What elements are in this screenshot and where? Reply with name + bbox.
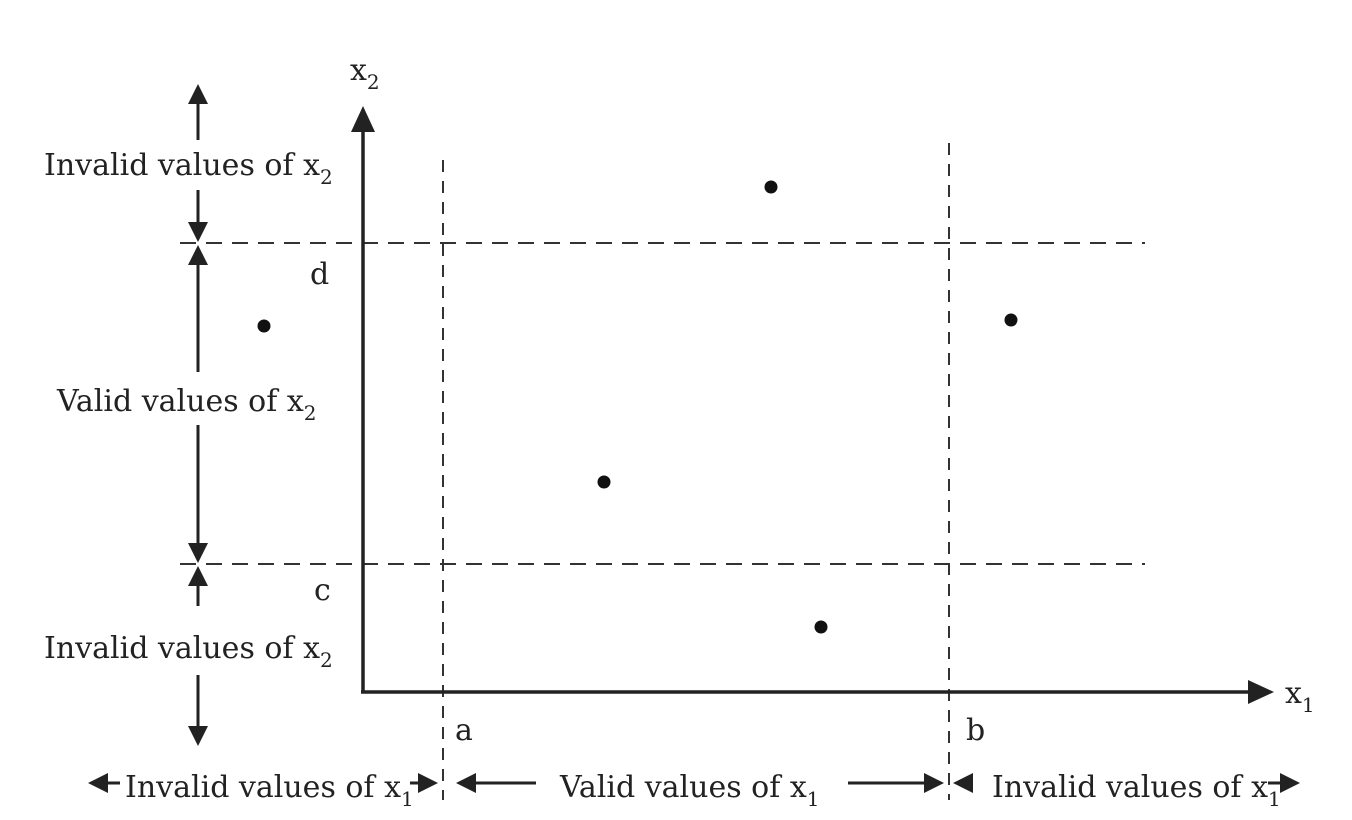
x2-valid-arrowhead-down xyxy=(188,543,208,563)
sample-point xyxy=(1004,313,1018,327)
x1-invalid-left-label: Invalid values of x1 xyxy=(125,770,414,811)
sample-point xyxy=(814,620,828,634)
sample-point xyxy=(764,180,778,194)
x2-invalid-bottom-arrowhead-up xyxy=(188,566,208,586)
sample-point xyxy=(597,475,611,489)
x1-invalid-right-arrowhead-right xyxy=(1280,773,1300,793)
sample-point xyxy=(257,319,271,333)
boundary-label-d: d xyxy=(310,257,329,292)
x2-invalid-top-arrowhead-down xyxy=(188,222,208,242)
x1-invalid-left-arrowhead-right xyxy=(418,773,438,793)
y-axis-label: x2 xyxy=(350,53,380,94)
x1-valid-label: Valid values of x1 xyxy=(559,770,820,811)
x1-valid-arrowhead-right xyxy=(924,773,944,793)
x2-invalid-bottom-arrowhead-down xyxy=(188,726,208,746)
x1-invalid-left-arrowhead-left xyxy=(88,773,108,793)
x-axis-arrowhead xyxy=(1248,680,1274,704)
boundary-label-b: b xyxy=(966,713,985,748)
x2-invalid-top-label: Invalid values of x2 xyxy=(44,148,333,189)
x2-invalid-top-arrowhead-up xyxy=(188,84,208,104)
x2-invalid-bottom-label: Invalid values of x2 xyxy=(44,631,333,672)
x1-invalid-right-label: Invalid values of x1 xyxy=(992,770,1281,811)
x-axis-label: x1 xyxy=(1285,676,1315,717)
boundary-label-a: a xyxy=(455,713,473,748)
x1-invalid-right-arrowhead-left xyxy=(953,773,973,793)
y-axis-arrowhead xyxy=(351,106,375,132)
x2-valid-arrowhead-up xyxy=(188,245,208,265)
x1-valid-arrowhead-left xyxy=(456,773,476,793)
boundary-label-c: c xyxy=(314,573,331,608)
x2-valid-label: Valid values of x2 xyxy=(56,384,317,425)
